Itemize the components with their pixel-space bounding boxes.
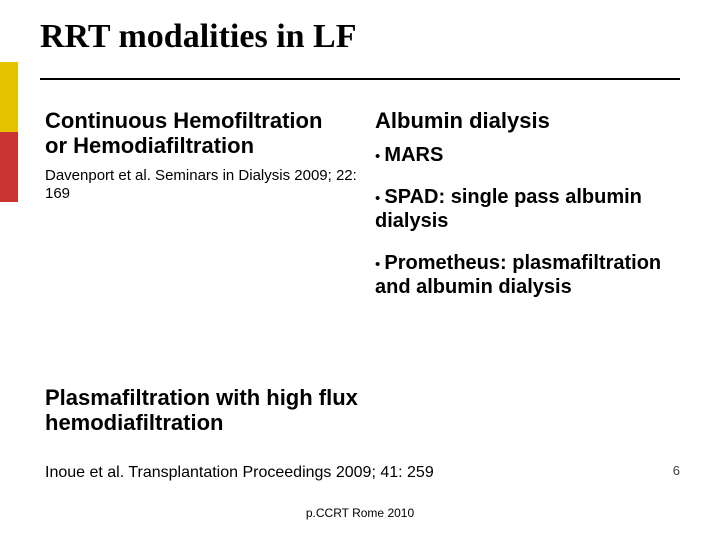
slide-footer: p.CCRT Rome 2010 <box>0 506 720 520</box>
bullets-container: • MARS • SPAD: single pass albumin dialys… <box>375 143 685 299</box>
bullet-item: • Prometheus: plasmafiltration and album… <box>375 251 685 299</box>
slide-title: RRT modalities in LF <box>40 18 357 56</box>
slide-number: 6 <box>673 463 680 478</box>
bullet-item: • SPAD: single pass albumin dialysis <box>375 185 685 233</box>
bullet-dot-icon: • <box>375 190 384 207</box>
plasma-block: Plasmafiltration with high flux hemodiaf… <box>45 385 475 436</box>
plasma-heading: Plasmafiltration with high flux hemodiaf… <box>45 385 475 436</box>
right-column: Albumin dialysis • MARS • SPAD: single pa… <box>375 108 685 299</box>
bullet-term: MARS <box>384 144 443 166</box>
title-underline <box>40 78 680 80</box>
left-heading: Continuous Hemofiltrationor Hemodiafiltr… <box>45 108 360 159</box>
plasma-citation: Inoue et al. Transplantation Proceedings… <box>45 463 605 483</box>
bullet-dot-icon: • <box>375 256 384 273</box>
accent-bar-red <box>0 132 18 202</box>
right-heading: Albumin dialysis <box>375 108 685 133</box>
slide: RRT modalities in LF Continuous Hemofilt… <box>0 0 720 540</box>
accent-bar-yellow <box>0 62 18 132</box>
left-column: Continuous Hemofiltrationor Hemodiafiltr… <box>45 108 360 204</box>
bullet-term: SPAD: <box>384 186 445 208</box>
bullet-item: • MARS <box>375 143 685 167</box>
bullet-dot-icon: • <box>375 148 384 165</box>
left-citation: Davenport et al. Seminars in Dialysis 20… <box>45 167 360 205</box>
bullet-term: Prometheus: <box>384 252 506 274</box>
